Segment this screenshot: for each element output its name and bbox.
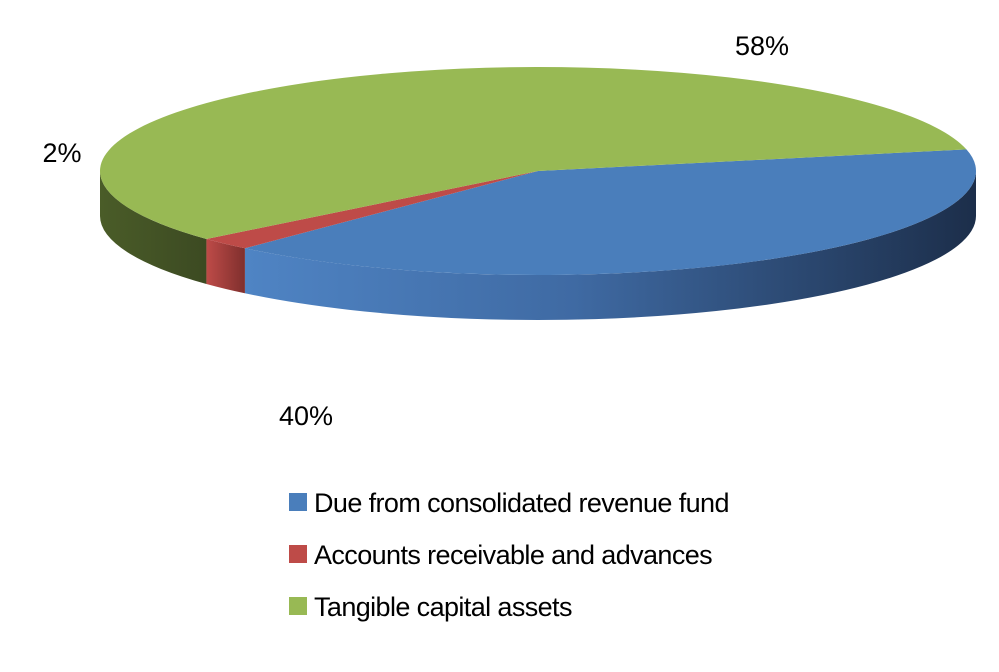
- pie-side-1: [206, 238, 245, 294]
- data-label-0: 40%: [279, 401, 333, 431]
- legend-label-2: Tangible capital assets: [314, 592, 572, 622]
- data-label-1: 2%: [42, 138, 81, 168]
- legend: Due from consolidated revenue fund Accoun…: [289, 488, 729, 622]
- data-label-2: 58%: [735, 31, 789, 61]
- pie-slice-1: [206, 171, 538, 249]
- legend-label-0: Due from consolidated revenue fund: [314, 488, 729, 518]
- legend-swatch-2: [289, 597, 307, 615]
- legend-label-1: Accounts receivable and advances: [314, 540, 712, 570]
- pie-side-0: [244, 171, 977, 321]
- legend-swatch-0: [289, 493, 307, 511]
- pie-side-2: [100, 171, 207, 284]
- pie-slice-0: [244, 149, 977, 276]
- legend-swatch-1: [289, 545, 307, 563]
- pie-slice-2: [100, 67, 967, 239]
